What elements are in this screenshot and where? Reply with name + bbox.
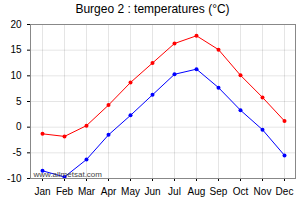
svg-text:5: 5 (16, 96, 22, 107)
svg-text:Aug: Aug (188, 186, 206, 197)
svg-text:20: 20 (10, 19, 22, 30)
svg-text:Feb: Feb (56, 186, 74, 197)
svg-text:www.allmetsat.com: www.allmetsat.com (33, 170, 103, 179)
svg-text:-10: -10 (7, 173, 22, 184)
svg-text:Jun: Jun (144, 186, 160, 197)
html-text:Burgeo 2 : temperatures (°C): Burgeo 2 : temperatures (°C) (75, 2, 230, 16)
svg-text:-5: -5 (13, 147, 22, 158)
svg-text:Jan: Jan (34, 186, 50, 197)
svg-text:Oct: Oct (233, 186, 249, 197)
svg-text:Jul: Jul (168, 186, 181, 197)
svg-text:10: 10 (10, 70, 22, 81)
svg-text:Mar: Mar (78, 186, 96, 197)
svg-text:Apr: Apr (101, 186, 117, 197)
svg-text:May: May (121, 186, 140, 197)
svg-text:Nov: Nov (254, 186, 272, 197)
svg-text:15: 15 (10, 44, 22, 55)
svg-text:0: 0 (16, 121, 22, 132)
svg-text:Dec: Dec (276, 186, 294, 197)
svg-text:Sep: Sep (210, 186, 228, 197)
